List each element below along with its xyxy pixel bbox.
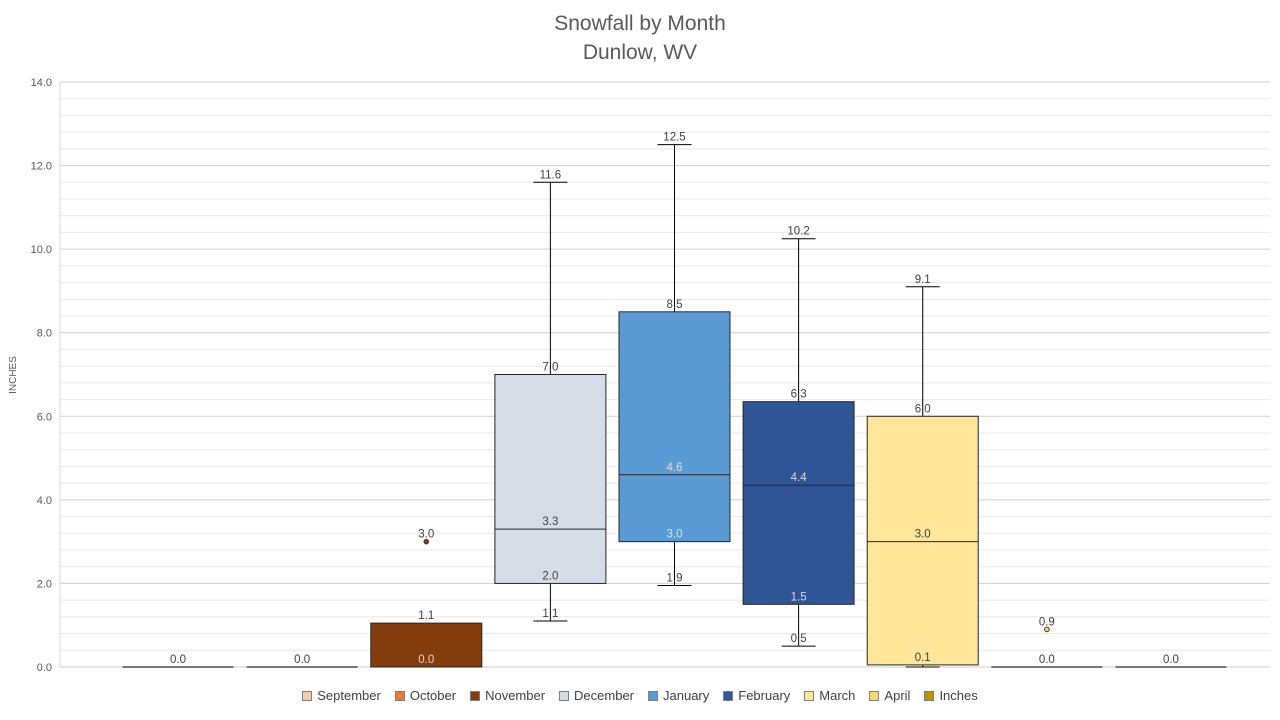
data-label: 6.3: [791, 389, 807, 401]
data-label: 4.6: [667, 462, 683, 474]
box-body: [370, 622, 483, 668]
legend-label: January: [663, 688, 710, 703]
box-january: 12.5 8.5 4.6 3.0 1.9: [618, 132, 731, 587]
data-label: 1.9: [667, 573, 683, 585]
legend-item-april: April: [869, 688, 910, 703]
legend-swatch: [559, 690, 570, 701]
outlier-point: [423, 538, 430, 545]
box-october: 0.0: [246, 654, 358, 668]
legend-label: December: [574, 688, 635, 703]
data-label: 1.1: [542, 608, 558, 620]
legend-item-november: November: [470, 688, 545, 703]
y-tick-label: 10.0: [31, 244, 52, 256]
legend-item-september: September: [302, 688, 381, 703]
y-tick-label: 12.0: [31, 161, 52, 173]
data-label: 0.5: [791, 633, 807, 645]
data-label: 3.0: [915, 529, 931, 541]
data-label: 10.2: [787, 226, 809, 238]
legend-swatch: [394, 690, 405, 701]
data-label: 0.0: [170, 654, 186, 666]
box-april: 0.9 0.0: [991, 616, 1103, 668]
data-label: 3.0: [667, 529, 683, 541]
box-inches: 0.0: [1115, 654, 1227, 668]
legend-item-february: February: [723, 688, 790, 703]
outlier-point: [1044, 626, 1050, 633]
data-label: 1.5: [791, 591, 807, 603]
data-label: 3.0: [418, 529, 434, 541]
legend-swatch: [924, 690, 935, 701]
box-november: 3.0 1.1 0.0: [370, 529, 483, 668]
legend-swatch: [302, 690, 313, 701]
legend-item-october: October: [394, 688, 457, 703]
data-label: 4.4: [791, 472, 808, 484]
y-tick-label: 14.0: [31, 77, 52, 89]
data-label: 3.3: [542, 516, 558, 528]
data-label: 12.5: [663, 132, 685, 144]
data-label: 0.9: [1039, 616, 1055, 628]
legend-label: October: [409, 688, 457, 703]
box-body: [742, 401, 855, 605]
legend: September October November December January F…: [0, 688, 1280, 703]
box-february: 10.2 6.3 4.4 1.5 0.5: [742, 226, 855, 647]
y-tick-label: 4.0: [37, 495, 52, 507]
y-axis-label: INCHES: [8, 356, 19, 394]
y-tick-label: 0.0: [37, 662, 52, 674]
legend-swatch: [648, 690, 659, 701]
legend-label: February: [738, 688, 791, 703]
legend-item-january: January: [648, 688, 709, 703]
data-label: 0.0: [418, 654, 434, 666]
data-label: 0.0: [294, 654, 310, 666]
box-series: 0.0 0.0 3.0 1.1 0.0 11.6 7.0 3.3 2.0 1.1 12.5 8.5 4.…: [122, 132, 1227, 668]
data-label: 6.0: [915, 403, 931, 415]
y-tick-label: 8.0: [37, 328, 52, 340]
y-axis-ticks: 0.0 2.0 4.0 6.0 8.0 10.0 12.0 14.0: [31, 77, 52, 674]
data-label: 0.1: [915, 652, 931, 664]
legend-swatch: [804, 690, 815, 701]
box-body: [866, 415, 979, 666]
legend-label: Inches: [939, 688, 978, 703]
legend-item-inches: Inches: [924, 688, 978, 703]
data-label: 0.0: [1163, 654, 1179, 666]
legend-item-march: March: [804, 688, 855, 703]
data-label: 8.5: [667, 299, 683, 311]
box-body: [494, 374, 607, 584]
legend-swatch: [869, 690, 880, 701]
y-tick-label: 2.0: [37, 578, 52, 590]
box-body: [618, 311, 731, 543]
legend-swatch: [723, 690, 734, 701]
legend-label: November: [485, 688, 546, 703]
data-label: 0.0: [1039, 654, 1055, 666]
box-september: 0.0: [122, 654, 234, 668]
legend-swatch: [470, 690, 481, 701]
data-label: 7.0: [542, 362, 558, 374]
legend-label: April: [884, 688, 911, 703]
data-label: 1.1: [418, 610, 434, 622]
data-label: 2.0: [542, 570, 558, 582]
chart-subtitle: Dunlow, WV: [582, 41, 698, 64]
legend-item-december: December: [559, 688, 634, 703]
y-tick-label: 6.0: [37, 411, 52, 423]
box-march: 9.1 6.0 3.0 0.1: [866, 274, 979, 668]
legend-label: September: [317, 688, 381, 703]
legend-label: March: [819, 688, 856, 703]
data-label: 11.6: [540, 169, 562, 181]
chart-title: Snowfall by Month: [554, 12, 726, 35]
box-december: 11.6 7.0 3.3 2.0 1.1: [494, 169, 607, 622]
data-label: 9.1: [915, 274, 931, 286]
